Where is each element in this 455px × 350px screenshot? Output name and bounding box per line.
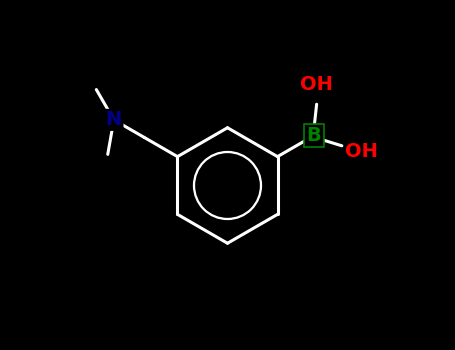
Text: B: B bbox=[307, 126, 321, 145]
Text: N: N bbox=[106, 110, 122, 130]
Text: OH: OH bbox=[300, 75, 333, 94]
Text: OH: OH bbox=[345, 141, 378, 161]
